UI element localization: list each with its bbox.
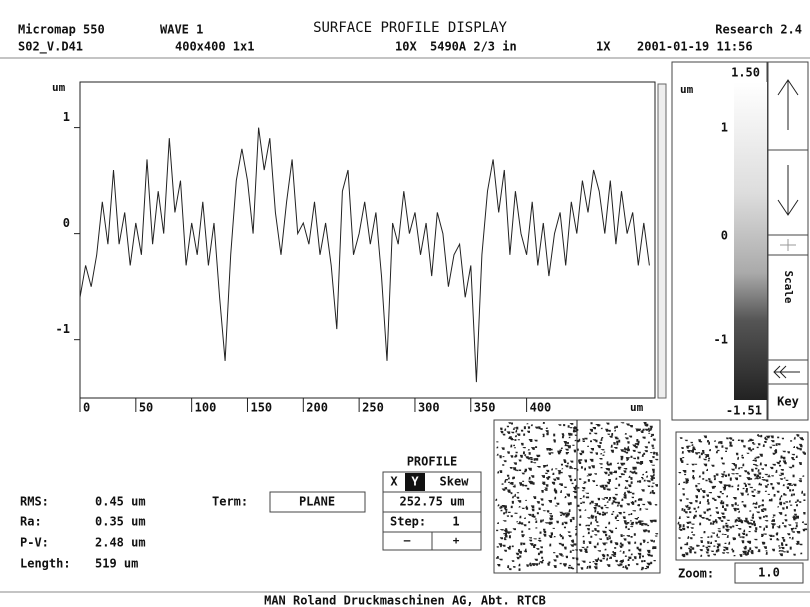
- up-button[interactable]: [768, 62, 808, 150]
- fov: 1X: [596, 40, 611, 54]
- y-option[interactable]: Y: [411, 475, 419, 489]
- scale-tick: 1: [721, 121, 728, 135]
- x-tick-label: 300: [418, 401, 440, 415]
- scale-tick: 0: [721, 229, 728, 243]
- profile-line: [80, 128, 649, 383]
- footer: MAN Roland Druckmaschinen AG, Abt. RTCB: [264, 594, 546, 607]
- scale-button-label: Scale: [782, 270, 795, 303]
- stat-label: Length:: [20, 557, 71, 571]
- minus-label: —: [404, 534, 411, 547]
- x-tick-label: 250: [362, 401, 384, 415]
- down-button[interactable]: [768, 150, 808, 235]
- y-tick-label: 0: [63, 216, 70, 230]
- title: SURFACE PROFILE DISPLAY: [313, 20, 507, 36]
- stat-label: P-V:: [20, 536, 49, 550]
- scale-min: -1.51: [726, 404, 762, 418]
- y-tick-label: -1: [56, 322, 70, 336]
- center-button[interactable]: [768, 235, 808, 255]
- screen: Micromap 550 WAVE 1 SURFACE PROFILE DISP…: [0, 0, 810, 607]
- x-tick-label: 50: [139, 401, 153, 415]
- stat-label: RMS:: [20, 495, 49, 509]
- x-label: um: [630, 401, 644, 414]
- scale-unit: um: [680, 83, 694, 96]
- step-label: Step:: [390, 515, 426, 529]
- zoom-label: Zoom:: [678, 567, 714, 581]
- profile-title: PROFILE: [407, 455, 458, 469]
- file: S02_V.D41: [18, 40, 83, 55]
- version: Research 2.4: [715, 23, 802, 37]
- zoom-value: 1.0: [758, 566, 780, 580]
- scrollbar[interactable]: [658, 84, 666, 398]
- x-tick-label: 200: [306, 401, 328, 415]
- stat-value: 519 um: [95, 557, 138, 571]
- stat-value: 0.45 um: [95, 495, 146, 509]
- stat-label: Ra:: [20, 515, 42, 529]
- x-tick-label: 100: [195, 401, 217, 415]
- x-tick-label: 150: [250, 401, 272, 415]
- term-value: PLANE: [299, 495, 335, 509]
- objective: 10X: [395, 40, 417, 54]
- scale-tick: -1: [714, 333, 728, 347]
- skew-option[interactable]: Skew: [440, 475, 470, 489]
- app-name: Micromap 550: [18, 23, 105, 37]
- datetime: 2001-01-19 11:56: [637, 40, 753, 54]
- back-button[interactable]: [768, 360, 808, 384]
- plus-label: +: [453, 534, 460, 547]
- x-tick-label: 350: [474, 401, 496, 415]
- x-tick-label: 400: [530, 401, 552, 415]
- stat-value: 0.35 um: [95, 515, 146, 529]
- step-value: 1: [452, 515, 459, 529]
- size: 400x400 1x1: [175, 40, 254, 54]
- key-label: Key: [777, 395, 799, 409]
- scale-max: 1.50: [731, 66, 760, 80]
- term-label: Term:: [212, 495, 248, 509]
- mode: WAVE 1: [160, 23, 203, 37]
- colorbar: [734, 82, 767, 400]
- position: 252.75 um: [399, 495, 464, 509]
- y-tick-label: 1: [63, 110, 70, 124]
- y-label: um: [52, 81, 66, 94]
- wavelength: 5490A 2/3 in: [430, 40, 517, 54]
- x-tick-label: 0: [83, 401, 90, 415]
- plot-frame: [80, 82, 655, 398]
- x-option[interactable]: X: [390, 475, 398, 489]
- stat-value: 2.48 um: [95, 536, 146, 550]
